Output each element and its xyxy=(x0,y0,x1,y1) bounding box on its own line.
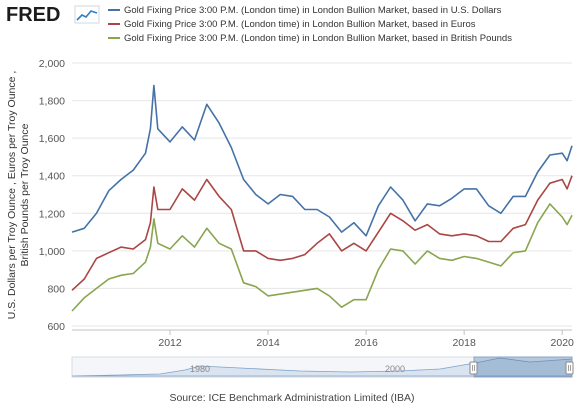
y-tick-label: 1,200 xyxy=(39,208,65,220)
legend-label[interactable]: Gold Fixing Price 3:00 P.M. (London time… xyxy=(124,33,512,44)
source-note: Source: ICE Benchmark Administration Lim… xyxy=(169,392,414,404)
series-line-2[interactable] xyxy=(71,203,573,312)
fred-logo-graph-icon xyxy=(74,5,100,24)
navigator-area xyxy=(71,357,573,377)
navigator-tick-label: 2000 xyxy=(385,364,405,374)
gridlines xyxy=(72,62,572,327)
series-line-0[interactable] xyxy=(71,84,573,237)
y-axis-ticks: 600 800 1,000 1,200 1,400 1,600 1,800 2,000 xyxy=(39,58,65,333)
y-axis-label-line-1: U.S. Dollars per Troy Ounce , Euros per … xyxy=(6,71,18,320)
series-line-1[interactable] xyxy=(71,175,573,291)
x-tick-label: 2020 xyxy=(551,337,575,349)
x-axis-ticks: 2012 2014 2016 2018 2020 xyxy=(158,330,574,349)
legend-label[interactable]: Gold Fixing Price 3:00 P.M. (London time… xyxy=(124,19,476,30)
x-tick-label: 2018 xyxy=(452,337,476,349)
y-axis-label-line-2: British Pounds per Troy Ounce xyxy=(19,123,31,266)
navigator-right-handle[interactable] xyxy=(565,361,574,375)
legend-label[interactable]: Gold Fixing Price 3:00 P.M. (London time… xyxy=(124,5,502,16)
y-tick-label: 600 xyxy=(47,321,65,333)
series-lines xyxy=(71,84,573,312)
y-tick-label: 2,000 xyxy=(39,58,65,70)
y-tick-label: 1,600 xyxy=(39,133,65,145)
x-tick-label: 2016 xyxy=(354,337,378,349)
y-tick-label: 800 xyxy=(47,283,65,295)
navigator-selected-range[interactable] xyxy=(473,356,573,378)
legend: Gold Fixing Price 3:00 P.M. (London time… xyxy=(108,5,512,44)
y-tick-label: 1,400 xyxy=(39,171,65,183)
y-tick-label: 1,800 xyxy=(39,96,65,108)
x-tick-label: 2014 xyxy=(256,337,280,349)
x-tick-label: 2012 xyxy=(158,337,182,349)
fred-logo-text[interactable]: FRED xyxy=(6,4,60,26)
navigator-left-handle[interactable] xyxy=(469,361,478,375)
y-tick-label: 1,000 xyxy=(39,246,65,258)
navigator-tick-label: 1980 xyxy=(190,364,210,374)
range-navigator[interactable]: 1980 2000 xyxy=(71,356,574,378)
